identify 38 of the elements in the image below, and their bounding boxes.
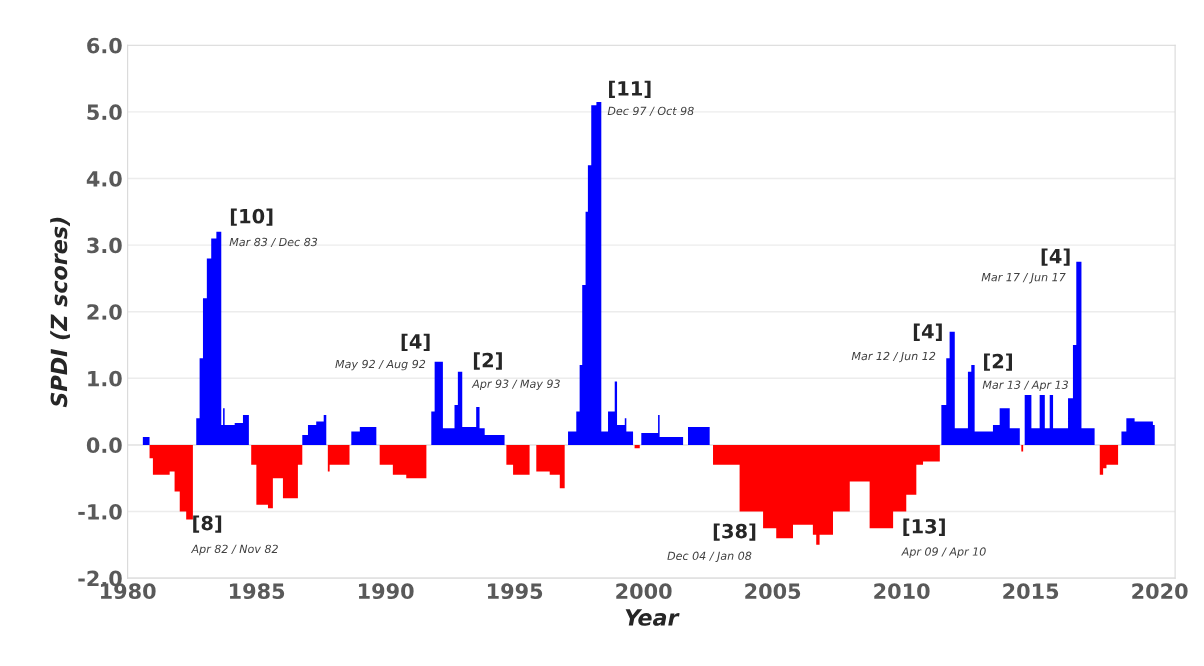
annotation: [2] xyxy=(473,352,502,370)
y-tick-label: 3.0 xyxy=(87,237,122,254)
annotation: [4] xyxy=(1041,248,1070,266)
annotation: Apr 93 / May 93 xyxy=(471,379,560,391)
y-axis-title: SPDI (Z scores) xyxy=(50,217,70,408)
annotation: May 92 / Aug 92 xyxy=(335,359,426,371)
annotation: Dec 97 / Oct 98 xyxy=(607,106,694,116)
annotation: Mar 83 / Dec 83 xyxy=(229,237,318,248)
annotation: Mar 12 / Jun 12 xyxy=(851,351,936,363)
x-tick-label: 2010 xyxy=(874,583,930,600)
annotation: [10] xyxy=(230,208,273,226)
annotation: [4] xyxy=(401,333,430,352)
annotation: [13] xyxy=(903,518,945,536)
annotation: [2] xyxy=(984,353,1012,371)
annotation: [11] xyxy=(609,80,651,98)
x-tick-label: 2000 xyxy=(616,583,672,600)
annotation: [4] xyxy=(913,323,942,341)
y-tick-label: 6.0 xyxy=(87,37,122,54)
y-tick-label: 0.0 xyxy=(86,437,122,454)
x-tick-label: 2015 xyxy=(1003,583,1059,600)
y-tick-label: 4.0 xyxy=(86,170,122,187)
x-tick-label: 1990 xyxy=(358,583,414,600)
x-tick-label: 1995 xyxy=(487,583,543,600)
x-tick-label: 2005 xyxy=(745,583,801,600)
x-tick-label: 2020 xyxy=(1132,583,1188,600)
annotation: Mar 17 / Jun 17 xyxy=(981,273,1066,284)
annotation: Dec 04 / Jan 08 xyxy=(667,551,752,563)
y-tick-label: 2.0 xyxy=(87,304,122,320)
annotation: [38] xyxy=(713,523,756,541)
annotation: Apr 09 / Apr 10 xyxy=(901,547,986,558)
annotation: [8] xyxy=(193,515,222,533)
x-axis-title: Year xyxy=(625,609,680,626)
annotation: Apr 82 / Nov 82 xyxy=(190,544,278,556)
y-tick-label: 5.0 xyxy=(87,104,122,121)
x-tick-label: 1985 xyxy=(229,583,285,600)
y-tick-label: 1.0 xyxy=(88,370,122,387)
annotation: Mar 13 / Apr 13 xyxy=(982,380,1068,392)
y-tick-label: -1.0 xyxy=(78,503,122,520)
